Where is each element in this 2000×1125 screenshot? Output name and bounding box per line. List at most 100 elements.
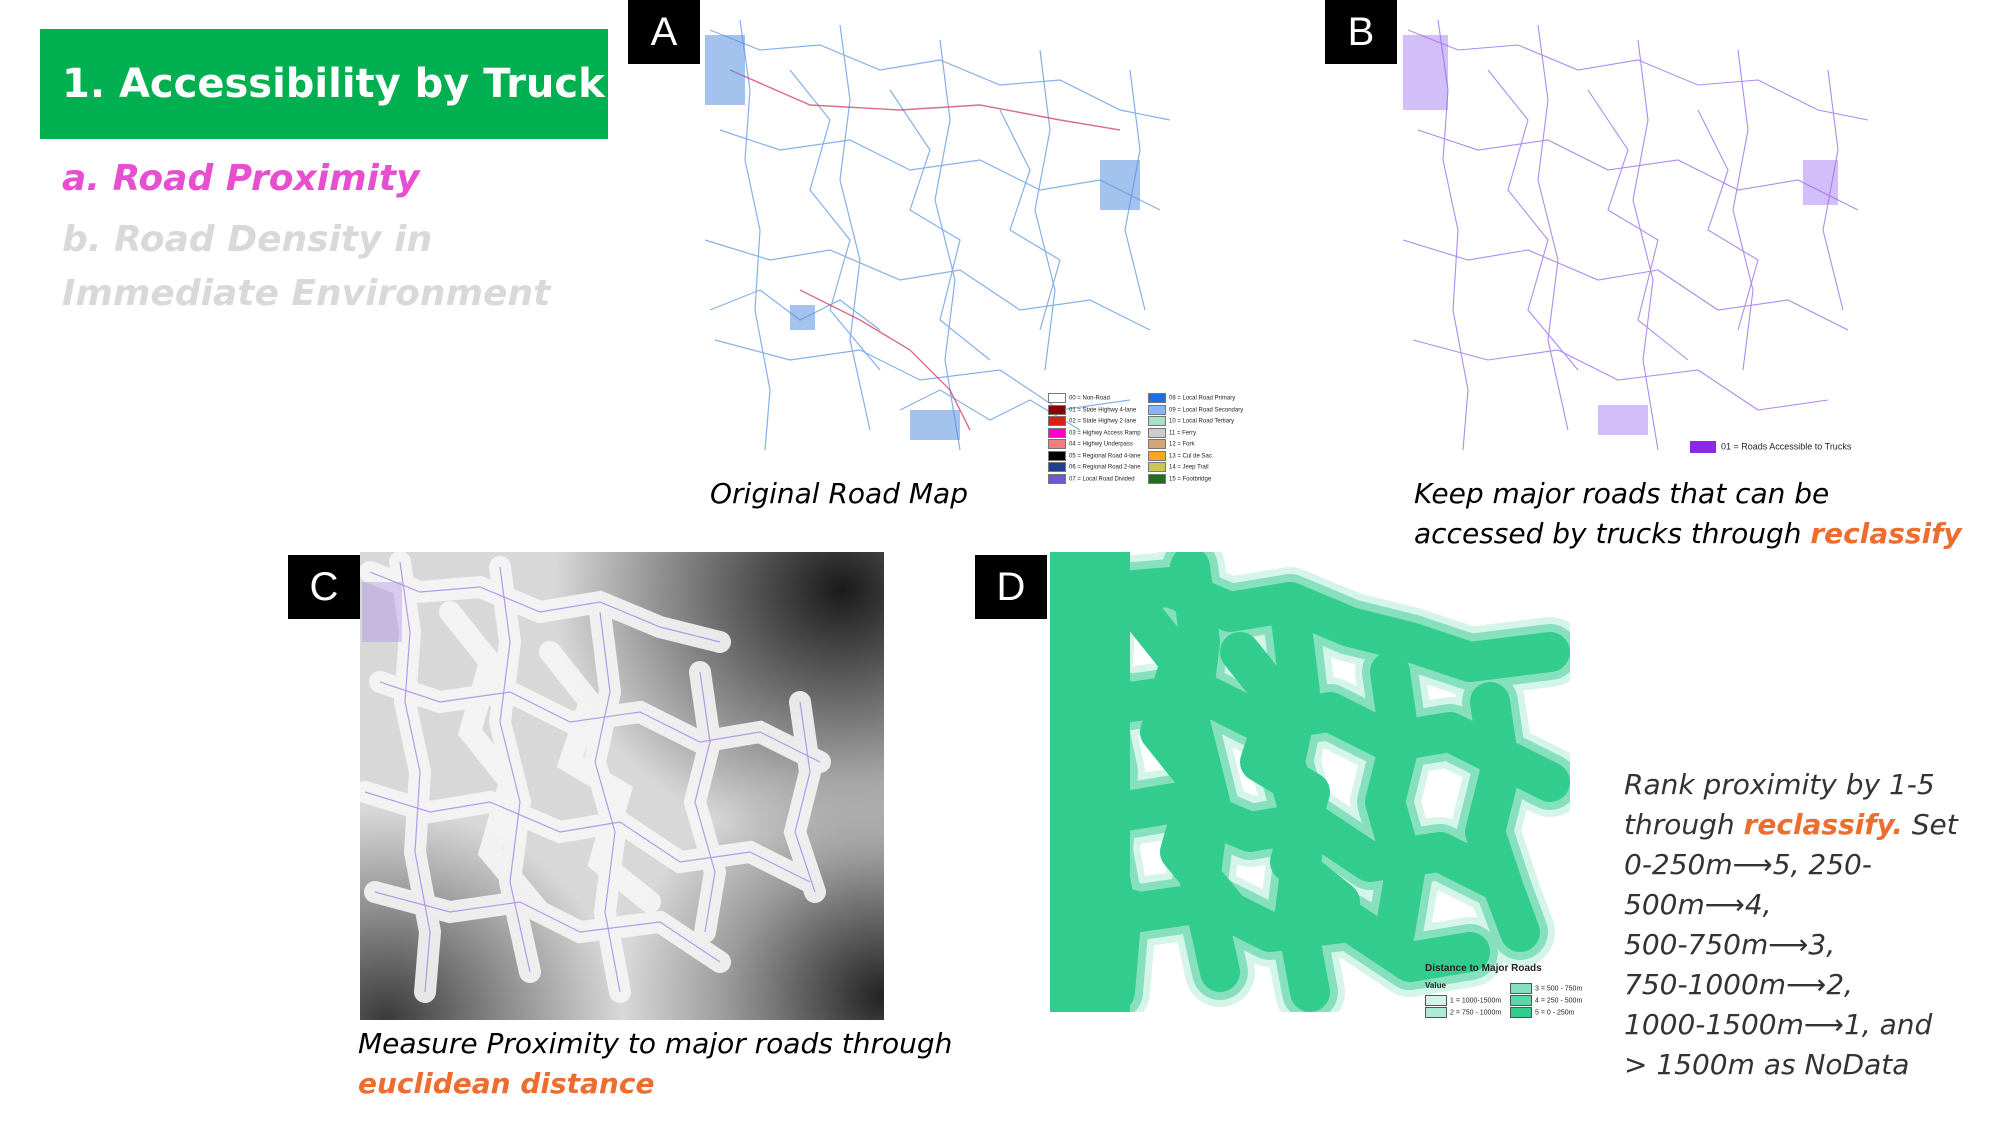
panel-a-legend-item: 13 = Cul de Sac [1148,450,1212,461]
panel-d-legend-item: 3 = 500 - 750m [1510,983,1582,994]
legend-label: 00 = Non-Road [1069,395,1110,402]
panel-b-legend: 01 = Roads Accessible to Trucks [1690,441,1851,453]
rank-description: Rank proximity by 1-5 through reclassify… [1624,765,2000,1085]
panel-a-legend-item: 06 = Regional Road 2-lane [1048,462,1141,472]
legend-label: 02 = State Highwy 2-lane [1069,418,1137,425]
legend-swatch [1510,983,1532,994]
panel-c-caption-line1: Measure Proximity to major roads through [358,1027,953,1060]
legend-label: 15 = Footbridge [1169,476,1212,483]
legend-swatch [1048,416,1066,426]
legend-label: 1 = 1000-1500m [1450,997,1502,1005]
legend-label: 10 = Local Road Tertiary [1169,418,1235,425]
legend-swatch [1148,416,1166,426]
subtitle-road-density-line1: b. Road Density in [62,219,433,260]
legend-label: 08 = Local Road Primary [1169,395,1236,402]
panel-a-legend-item: 07 = Local Road Divided [1048,473,1135,484]
subtitle-road-density-line2: Immediate Environment [62,273,551,314]
rank-line-2: through reclassify. Set [1624,805,2000,845]
panel-a-legend-item: 02 = State Highwy 2-lane [1048,416,1136,426]
rank-line-4: 500-750m⟶3, [1624,928,1836,961]
panel-b-caption: Keep major roads that can be accessed by… [1414,474,1962,554]
panel-d-proximity-raster [1050,552,1570,1012]
panel-d-legend-item: 4 = 250 - 500m [1510,995,1582,1006]
panel-b-legend-label: 01 = Roads Accessible to Trucks [1721,441,1852,452]
slide-title: 1. Accessibility by Truck [40,29,608,139]
legend-swatch [1425,1007,1447,1018]
panel-c-caption: Measure Proximity to major roads through… [358,1024,952,1104]
legend-label: 14 = Jeep Trail [1169,464,1209,471]
legend-swatch [1048,450,1066,461]
panel-a-road-network [704,19,1171,451]
panel-a-legend-item: 05 = Regional Road 4-lane [1048,450,1141,461]
panel-a-caption: Original Road Map [710,477,968,510]
rank-line-5: 750-1000m⟶2, [1624,968,1853,1001]
panel-d-proximity-map [1050,552,1570,1012]
panel-a-legend-item: 03 = Highwy Access Ramp [1048,427,1141,438]
legend-label: 09 = Local Road Secondary [1169,407,1244,414]
rank-line-6: 1000-1500m⟶1, and [1624,1008,1933,1041]
legend-swatch [1048,473,1066,484]
panel-b-caption-line2: accessed by trucks through reclassify [1414,514,1962,554]
panel-d-legend: Distance to Major Roads Value 1 = 1000-15… [1425,963,1605,1023]
panel-d-legend-item: 5 = 0 - 250m [1510,1007,1575,1018]
panel-b-caption-line2-text: accessed by trucks through [1414,517,1811,550]
panel-c-tag: C [288,555,360,619]
panel-a-legend-item: 00 = Non-Road [1048,393,1110,403]
legend-label: 03 = Highwy Access Ramp [1069,430,1141,437]
slide-title-text: 1. Accessibility by Truck [62,61,605,107]
panel-d-legend-value-label: Value [1425,981,1446,990]
panel-d-tag: D [975,555,1047,619]
panel-a-road-map [700,10,1180,460]
legend-swatch [1148,439,1166,449]
panel-a-legend-item: 14 = Jeep Trail [1148,462,1209,472]
panel-a-tag: A [628,0,700,64]
legend-label: 12 = Fork [1169,441,1195,448]
legend-swatch [1425,995,1447,1006]
rank-line-2-tail: Set [1902,808,1958,841]
panel-c-distance-raster [360,552,884,1020]
legend-label: 3 = 500 - 750m [1535,985,1583,993]
legend-swatch [1048,404,1066,415]
legend-swatch [1148,427,1166,438]
subtitle-road-density: b. Road Density in Immediate Environment [62,213,550,321]
subtitle-road-proximity: a. Road Proximity [62,158,420,199]
legend-swatch [1148,450,1166,461]
rank-line-2-accent: reclassify. [1743,808,1903,841]
legend-label: 11 = Ferry [1169,430,1197,437]
legend-label: 2 = 750 - 1000m [1450,1009,1502,1017]
legend-label: 4 = 250 - 500m [1535,997,1583,1005]
panel-a-legend-item: 12 = Fork [1148,439,1195,449]
legend-label: 13 = Cul de Sac [1169,453,1212,460]
panel-a-legend: 00 = Non-Road 01 = State Highwy 4-lane 02 … [1048,393,1268,489]
rank-line-7: > 1500m as NoData [1624,1048,1910,1081]
rank-line-3: 0-250m⟶5, 250-500m⟶4, [1624,848,1872,921]
legend-label: 01 = State Highwy 4-lane [1069,407,1137,414]
panel-b-caption-accent: reclassify [1810,517,1962,550]
legend-label: 05 = Regional Road 4-lane [1069,453,1141,460]
panel-b-caption-line1: Keep major roads that can be [1414,477,1830,510]
panel-c-caption-accent: euclidean distance [358,1067,655,1100]
legend-label: 5 = 0 - 250m [1535,1009,1575,1017]
legend-swatch [1148,404,1166,415]
legend-swatch [1148,462,1166,472]
panel-d-legend-title: Distance to Major Roads [1425,963,1542,974]
panel-a-legend-item: 09 = Local Road Secondary [1148,404,1244,415]
legend-label: 07 = Local Road Divided [1069,476,1135,483]
panel-d-legend-item: 2 = 750 - 1000m [1425,1007,1501,1018]
panel-b-truck-roads-map [1398,10,1878,460]
panel-a-legend-item: 01 = State Highwy 4-lane [1048,404,1137,415]
panel-a-legend-item: 11 = Ferry [1148,427,1197,438]
legend-label: 06 = Regional Road 2-lane [1069,464,1141,471]
panel-a-legend-item: 08 = Local Road Primary [1148,393,1235,403]
rank-line-1: Rank proximity by 1-5 [1624,768,1935,801]
panel-b-road-network [1402,19,1869,451]
panel-b-legend-swatch [1690,441,1716,453]
legend-swatch [1510,1007,1532,1018]
legend-swatch [1048,439,1066,449]
legend-swatch [1048,393,1066,403]
panel-a-legend-item: 04 = Highwy Underpass [1048,439,1133,449]
legend-label: 04 = Highwy Underpass [1069,441,1133,448]
legend-swatch [1148,473,1166,484]
legend-swatch [1510,995,1532,1006]
legend-swatch [1048,427,1066,438]
